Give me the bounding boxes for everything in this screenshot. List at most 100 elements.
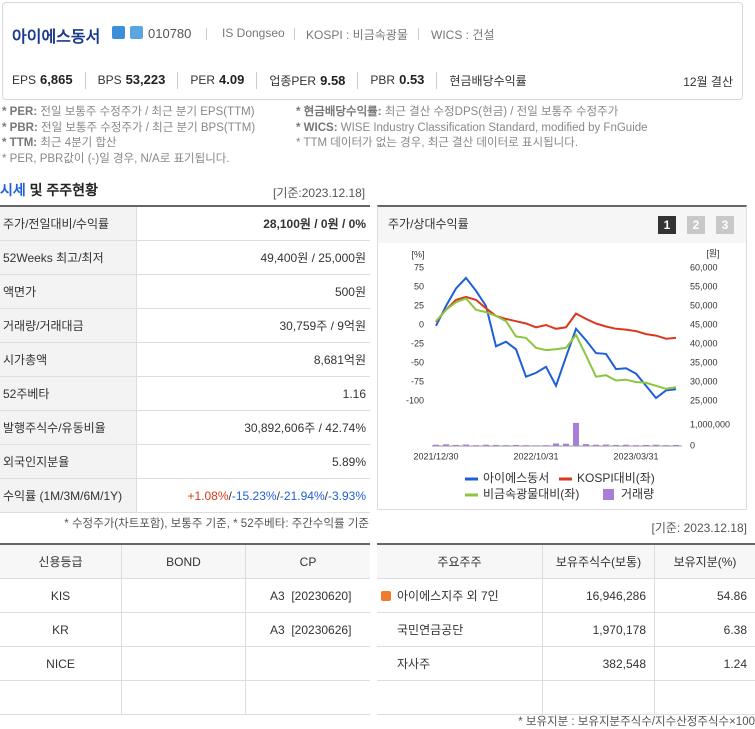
table-cell: 자사주 <box>377 647 543 680</box>
note-text: 전일 보통주 수정주가 / 최근 분기 BPS(TTM) <box>40 121 256 134</box>
table-cell: KIS <box>0 579 122 612</box>
company-name: 아이에스동서 <box>12 29 101 46</box>
metric: 현금배당수익률 <box>436 72 538 89</box>
table-cell: A3 [20230626] <box>270 622 352 637</box>
table-row: KIS A3 [20230620] <box>0 579 370 613</box>
plus-icon <box>381 590 391 601</box>
row-value: 49,400원 / 25,000원 <box>260 251 367 265</box>
volume-bar <box>613 444 619 446</box>
chart-button-label[interactable]: 2 <box>693 218 700 232</box>
y2-tick-label: 45,000 <box>690 319 718 329</box>
chart: 주가/상대수익률 1 2 3 [%] [원] 75 50 25 0 -25 -50 -75 -100 60,… <box>378 207 746 501</box>
volume-bar <box>513 444 519 446</box>
row-value: 28,100원 / 0원 / 0% <box>263 217 366 231</box>
x-tick-label: 2022/10/31 <box>513 451 558 461</box>
x-tick-label: 2023/03/31 <box>613 451 658 461</box>
holders-table: 주요주주 보유주식수(보통) 보유지분(%) 아이에스지주 외 7인 16,946,28… <box>377 543 755 715</box>
note-term: * 현금배당수익률: <box>296 106 382 118</box>
table-cell: 16,946,286 <box>543 579 655 612</box>
y-tick-label: -100 <box>406 395 424 405</box>
table-cell: A3 [20230620] <box>270 588 352 603</box>
y3-tick-label: 1,000,000 <box>690 419 730 429</box>
section-title: 시세 및 주주현황 <box>0 180 98 200</box>
notes: * PER: 전일 보통주 수정주가 / 최근 분기 EPS(TTM) * PBR… <box>2 105 255 167</box>
settlement: 12월 결산 <box>683 75 733 89</box>
note-line: * TTM 데이터가 없는 경우, 최근 결산 데이터로 표시됩니다. <box>296 136 648 152</box>
header-cell: BOND <box>122 545 246 578</box>
note: * 수정주가(차트포함), 보통주 기준, * 52주베타: 주간수익률 기준 <box>64 518 369 530</box>
y-unit: [%] <box>411 249 424 259</box>
note-text: 전일 보통주 수정주가 / 최근 분기 EPS(TTM) <box>40 106 255 118</box>
icon[interactable] <box>112 26 125 39</box>
metric-value: 53,223 <box>125 72 166 87</box>
table-cell: 382,548 <box>543 647 655 680</box>
metric-value: 4.09 <box>219 72 245 87</box>
table-cell <box>122 681 246 714</box>
note-text: * PER, PBR값이 (-)일 경우, N/A로 표기됩니다. <box>2 152 230 165</box>
table-row: 52Weeks 최고/최저 49,400원 / 25,000원 <box>0 241 370 275</box>
notes: * 현금배당수익률: 최근 결산 수정DPS(현금) / 전일 보통주 수정주가… <box>296 105 648 152</box>
legend-swatch <box>603 489 614 500</box>
y2-tick-label: 25,000 <box>690 395 718 405</box>
note: * 보유지분 : 보유지분주식수/지수산정주식수×100 <box>518 716 755 728</box>
metric: PER 4.09 <box>177 72 256 89</box>
table-cell <box>122 613 246 646</box>
table-row: 발행주식수/유동비율 30,892,606주 / 42.74% <box>0 411 370 445</box>
chart-button-label[interactable]: 1 <box>664 218 671 232</box>
y-tick-label: -25 <box>411 338 424 348</box>
note-text: 최근 결산 수정DPS(현금) / 전일 보통주 수정주가 <box>384 106 619 118</box>
chart-button[interactable] <box>687 216 705 234</box>
chart-title: 주가/상대수익률 <box>388 217 469 231</box>
table-header: 주요주주 보유주식수(보통) 보유지분(%) <box>377 545 755 579</box>
chart-button-label[interactable]: 3 <box>722 218 729 232</box>
row-label: 액면가 <box>0 275 137 308</box>
separator: / <box>228 488 232 503</box>
header-cell: 보유지분(%) <box>673 555 737 569</box>
english-name: IS Dongseo <box>222 26 285 40</box>
icon[interactable] <box>130 26 143 39</box>
y2-tick-label: 35,000 <box>690 357 718 367</box>
y-tick-label: 25 <box>414 300 424 310</box>
metric-label: PBR <box>370 73 396 87</box>
y-tick-label: 0 <box>419 319 424 329</box>
volume-bar <box>553 443 559 446</box>
table-row <box>377 681 755 715</box>
table-cell: KR <box>0 613 122 646</box>
table-row: 국민연금공단 1,970,178 6.38 <box>377 613 755 647</box>
volume-bar <box>633 445 639 446</box>
chart-button[interactable] <box>716 216 734 234</box>
row-value: 5.89% <box>331 454 366 469</box>
header-box <box>2 2 743 100</box>
date: [기준:2023.12.18] <box>273 186 366 200</box>
stock-code: 010780 <box>148 26 192 41</box>
volume-bar <box>473 445 479 446</box>
note-line: * PER, PBR값이 (-)일 경우, N/A로 표기됩니다. <box>2 152 255 168</box>
note-line: * WICS: WISE Industry Classification Sta… <box>296 121 648 137</box>
table-row: NICE <box>0 647 370 681</box>
row-value: 30,892,606주 / 42.74% <box>244 421 366 435</box>
note-line: * PBR: 전일 보통주 수정주가 / 최근 분기 BPS(TTM) <box>2 121 255 137</box>
note-term: * WICS: <box>296 121 338 134</box>
table-row <box>0 681 370 715</box>
separator <box>206 28 207 40</box>
date: [기준: 2023.12.18] <box>651 521 747 535</box>
return-value: -3.93% <box>327 488 366 503</box>
row-value: 30,759주 / 9억원 <box>279 319 367 333</box>
series-line <box>435 297 677 390</box>
table-cell <box>0 681 122 714</box>
row-value: 8,681억원 <box>313 353 366 367</box>
row-value: 1.16 <box>342 386 366 401</box>
volume-bar <box>443 444 449 446</box>
header-cell: 보유주식수(보통) <box>543 545 655 578</box>
table-cell <box>246 647 370 680</box>
row-label: 발행주식수/유동비율 <box>0 411 137 444</box>
note-text: * TTM 데이터가 없는 경우, 최근 결산 데이터로 표시됩니다. <box>296 137 579 149</box>
metric: EPS 6,865 <box>12 72 85 89</box>
header-cell: 주요주주 <box>377 545 543 578</box>
volume-bar <box>653 444 659 446</box>
note-line: * PER: 전일 보통주 수정주가 / 최근 분기 EPS(TTM) <box>2 105 255 121</box>
table-row: 외국인지분율 5.89% <box>0 445 370 479</box>
metric-value: 0.53 <box>399 72 425 87</box>
row-label: 외국인지분율 <box>0 445 137 478</box>
chart-button[interactable] <box>658 216 676 234</box>
